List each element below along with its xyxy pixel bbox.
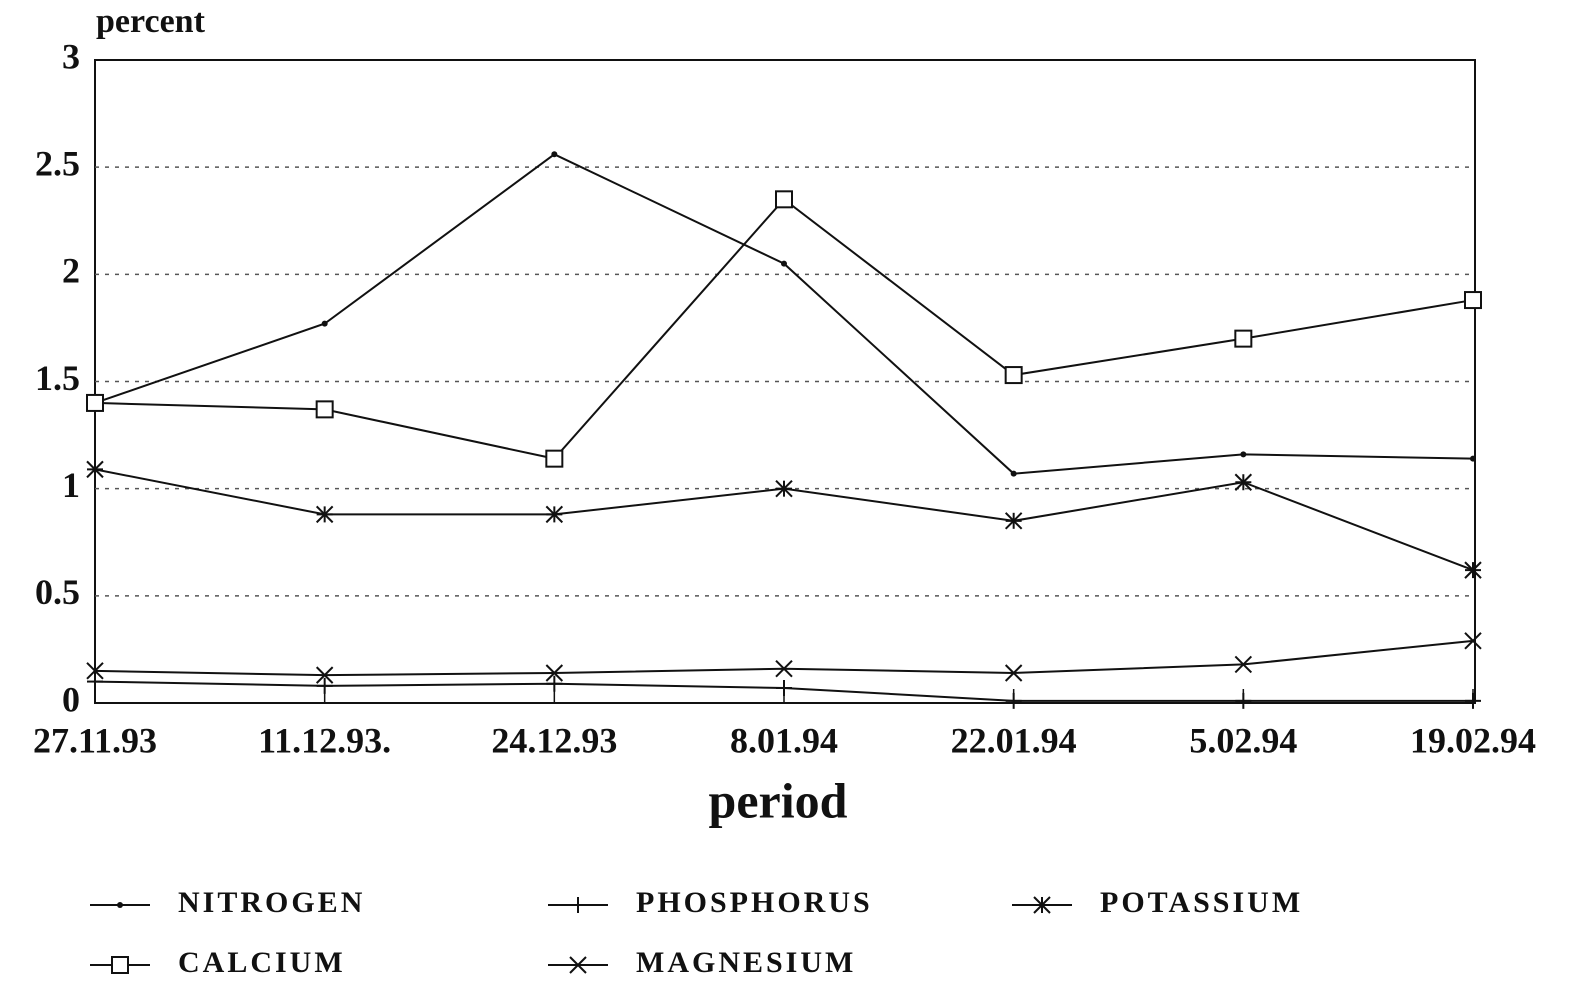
data-point — [1005, 692, 1022, 709]
data-point-dot — [1470, 455, 1476, 462]
data-point-dot — [1010, 470, 1017, 477]
series-line — [94, 197, 1474, 460]
data-point — [1465, 692, 1481, 709]
data-point — [775, 659, 793, 678]
legend-marker — [1033, 896, 1051, 914]
y-tick-label: 0 — [62, 679, 80, 719]
data-point — [321, 320, 328, 327]
data-point — [545, 664, 564, 682]
data-point — [86, 393, 104, 412]
data-point-dot — [1240, 451, 1247, 458]
legend-label: POTASSIUM — [1100, 886, 1303, 919]
data-point — [86, 662, 104, 680]
data-point — [775, 190, 793, 209]
x-tick-label: 24.12.93 — [491, 720, 617, 760]
data-point-square — [86, 393, 104, 412]
y-tick-label: 2 — [62, 251, 80, 291]
data-point-stroke — [775, 659, 793, 678]
data-point — [1234, 473, 1253, 491]
data-point — [1010, 470, 1017, 477]
data-point — [1004, 366, 1023, 385]
data-point-square — [1464, 291, 1482, 310]
data-point-stroke — [545, 664, 564, 682]
legend-label: PHOSPHORUS — [636, 886, 873, 919]
x-tick-label: 27.11.93 — [33, 720, 157, 760]
data-point-square — [1004, 366, 1023, 385]
x-tick-label: 8.01.94 — [730, 720, 838, 760]
x-tick-label: 11.12.93. — [258, 720, 391, 760]
data-point — [546, 675, 563, 692]
data-point-stroke — [1004, 664, 1023, 682]
data-point-dot — [321, 320, 328, 327]
data-point — [316, 677, 333, 694]
legend-label: MAGNESIUM — [636, 946, 856, 979]
data-point — [1464, 561, 1482, 579]
y-tick-label: 2.5 — [35, 143, 80, 183]
data-point-dot — [551, 151, 558, 158]
legend-label: NITROGEN — [178, 886, 365, 919]
data-point-square — [1234, 329, 1253, 348]
legend-marker-square — [111, 956, 129, 974]
data-point — [1004, 512, 1023, 530]
x-tick-label: 5.02.94 — [1189, 720, 1297, 760]
legend-marker — [111, 956, 129, 974]
data-point-square — [545, 449, 564, 468]
data-point — [1235, 692, 1252, 709]
y-tick-label: 1.5 — [35, 358, 80, 398]
data-point — [315, 400, 334, 419]
legend-marker — [569, 956, 587, 974]
data-point — [551, 151, 558, 158]
legend-marker-dot — [117, 902, 123, 908]
legend-marker-stroke — [569, 956, 587, 974]
data-point — [1240, 451, 1247, 458]
data-point — [781, 260, 787, 267]
y-tick-label: 3 — [62, 36, 80, 76]
data-point — [1464, 291, 1482, 310]
y-tick-label: 0.5 — [35, 572, 80, 612]
data-point-stroke — [315, 666, 334, 684]
data-point — [1004, 664, 1023, 682]
data-point-stroke — [1234, 655, 1253, 674]
data-point — [775, 479, 793, 498]
x-tick-label: 19.02.94 — [1410, 720, 1536, 760]
data-point — [315, 505, 334, 524]
data-point-square — [775, 190, 793, 209]
data-point — [545, 449, 564, 468]
data-point — [1234, 655, 1253, 674]
y-axis-title: percent — [96, 3, 206, 40]
y-tick-label: 1 — [62, 465, 80, 505]
legend-marker — [117, 902, 123, 908]
data-point — [1464, 632, 1482, 650]
data-point — [87, 673, 103, 690]
data-point — [86, 460, 104, 479]
x-tick-label: 22.01.94 — [951, 720, 1077, 760]
x-axis-title: period — [709, 772, 848, 828]
data-point-stroke — [1464, 632, 1482, 650]
data-point — [315, 666, 334, 684]
data-point-stroke — [86, 662, 104, 680]
data-point-square — [315, 400, 334, 419]
legend-marker — [570, 897, 586, 913]
data-point — [1470, 455, 1476, 462]
data-point — [545, 505, 564, 524]
data-point-dot — [781, 260, 787, 267]
data-point — [1234, 329, 1253, 348]
legend-label: CALCIUM — [178, 946, 346, 979]
data-point — [776, 679, 792, 696]
